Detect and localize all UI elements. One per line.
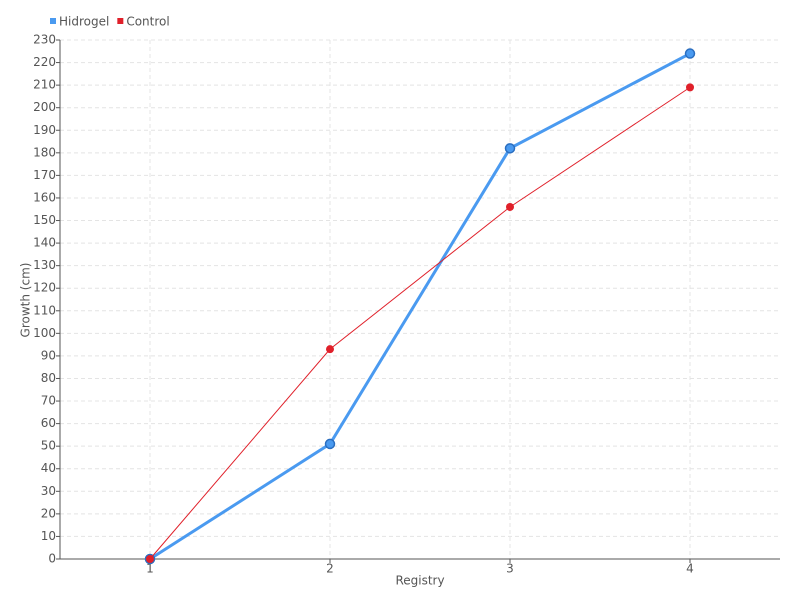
y-tick-label: 40 (41, 461, 56, 475)
y-tick-label: 150 (33, 213, 56, 227)
legend-label: Hidrogel (59, 15, 109, 29)
y-tick-label: 130 (33, 258, 56, 272)
series-line (149, 86, 691, 560)
legend-swatch (117, 18, 124, 24)
y-tick-label: 190 (33, 123, 56, 137)
y-tick-label: 210 (33, 78, 56, 92)
legend-label: Control (126, 15, 169, 29)
data-point (686, 83, 694, 92)
y-tick-label: 220 (33, 55, 56, 69)
y-tick-label: 10 (41, 529, 56, 543)
y-tick-label: 110 (33, 303, 56, 317)
y-tick-label: 200 (33, 100, 56, 114)
x-tick-label: 4 (686, 562, 694, 576)
x-tick-label: 3 (506, 562, 514, 576)
y-tick-label: 90 (41, 348, 56, 362)
x-tick-label: 2 (326, 562, 334, 576)
y-tick-label: 70 (41, 394, 56, 408)
y-tick-label: 0 (48, 552, 56, 566)
data-point (146, 555, 154, 563)
x-axis-label: Registry (395, 574, 444, 588)
y-tick-label: 60 (41, 416, 56, 430)
y-tick-label: 120 (33, 281, 56, 295)
y-tick-label: 160 (33, 190, 56, 204)
data-point (324, 438, 336, 450)
y-tick-label: 170 (33, 168, 56, 182)
legend-swatch (50, 18, 56, 24)
y-tick-label: 180 (33, 145, 56, 159)
y-tick-label: 30 (41, 484, 56, 498)
y-tick-label: 80 (41, 371, 56, 385)
data-point (684, 48, 696, 59)
data-point (506, 202, 514, 211)
y-tick-label: 140 (33, 236, 56, 250)
series-line (149, 52, 691, 561)
y-tick-label: 50 (41, 439, 56, 453)
data-point (504, 143, 516, 154)
y-tick-label: 20 (41, 506, 56, 520)
y-tick-label: 100 (33, 326, 56, 340)
y-axis-label: Growth (cm) (19, 263, 33, 338)
y-tick-label: 230 (33, 33, 56, 47)
x-tick-label: 1 (146, 562, 154, 576)
data-point (326, 345, 334, 354)
